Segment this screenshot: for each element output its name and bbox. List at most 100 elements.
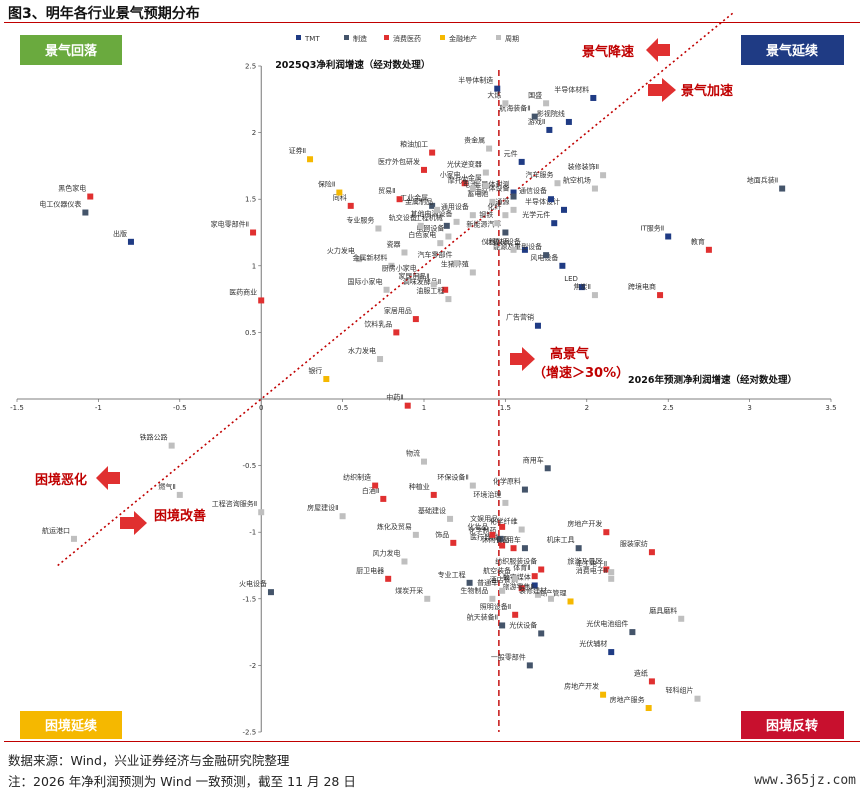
- data-point: [534, 591, 541, 598]
- annotations: 景气降速 景气加速 高景气 （增速＞30%） 困境恶化 困境改善: [35, 38, 733, 535]
- legend-label: 周期: [505, 35, 519, 43]
- data-point-label: 装修装饰Ⅱ: [568, 162, 599, 171]
- data-point-label: 物流: [406, 449, 420, 458]
- annotation-high-growth-note: （增速＞30%）: [533, 365, 629, 381]
- title-divider: [4, 22, 860, 23]
- data-point: [453, 260, 460, 267]
- data-point: [404, 402, 411, 409]
- data-point: [450, 539, 457, 546]
- data-point-label: 工程咨询服务Ⅱ: [212, 499, 257, 508]
- legend: TMT 制造 消费医药 金融地产 周期: [296, 34, 519, 43]
- quadrant-label-bottom-left: 困境延续: [45, 718, 97, 734]
- arrow-right-icon: [510, 347, 535, 371]
- data-point: [396, 196, 403, 203]
- data-point-label: 医药商业: [229, 287, 257, 296]
- data-point-label: 新能源汽车: [466, 220, 501, 229]
- data-point: [521, 486, 528, 493]
- data-point: [336, 189, 343, 196]
- data-point: [534, 322, 541, 329]
- x-tick-label: 3.5: [825, 404, 836, 412]
- data-point-label: 一般零部件: [491, 652, 526, 661]
- data-point-label: 基础建设: [418, 506, 446, 515]
- data-point-label: 油服工程: [416, 286, 444, 295]
- data-point-label: 水力发电: [348, 346, 376, 355]
- data-point: [430, 281, 437, 288]
- data-point-label: 国盛: [528, 90, 542, 99]
- data-point-label: 酒店餐饮: [490, 575, 518, 584]
- data-point: [258, 297, 265, 304]
- data-point: [176, 491, 183, 498]
- data-point-label: 光伏逆变器: [447, 160, 482, 169]
- scatter-chart: TMT 制造 消费医药 金融地产 周期 -1.5 -1 -0.5 0 0.5 1 1.5 2 2.5 3 3…: [10, 12, 844, 739]
- data-point: [445, 233, 452, 240]
- data-point: [543, 100, 550, 107]
- data-point-label: 其他电源设备: [411, 209, 453, 218]
- x-tick-label: -1.5: [10, 404, 24, 412]
- data-point-label: 纺织制造: [343, 473, 371, 482]
- data-point: [445, 296, 452, 303]
- arrow-left-icon: [646, 38, 670, 62]
- data-point-label: 光伏电池组件: [586, 619, 628, 628]
- data-point-label: 轻科组片: [666, 686, 694, 695]
- axes: -1.5 -1 -0.5 0 0.5 1 1.5 2 2.5 3 3.5 2.5 2 1.5 1 0.5 -0.…: [10, 12, 837, 737]
- data-point: [442, 286, 449, 293]
- data-point: [429, 149, 436, 156]
- data-point: [355, 256, 362, 263]
- data-point: [401, 558, 408, 565]
- watermark: www.365jz.com: [754, 773, 856, 788]
- data-point: [429, 202, 436, 209]
- data-point: [645, 705, 652, 712]
- data-point-label: 仪器仪表: [482, 237, 510, 246]
- data-point-label: 家电零部件Ⅱ: [211, 220, 249, 229]
- data-point-label: 医疗外包研发: [378, 157, 420, 166]
- data-point-label: 粮油加工: [400, 140, 428, 149]
- data-point: [412, 531, 419, 538]
- data-point: [608, 649, 615, 656]
- data-point: [512, 575, 519, 582]
- data-point-label: 光伏辅材: [579, 639, 607, 648]
- data-point: [591, 185, 598, 192]
- data-point: [250, 229, 257, 236]
- data-point-label: LED: [564, 275, 578, 283]
- data-point-label: 房地产开发: [564, 682, 599, 691]
- data-point: [489, 595, 496, 602]
- data-point: [430, 491, 437, 498]
- y-tick-label: 2.5: [245, 63, 256, 71]
- data-point-label: 能源及重型设备: [493, 242, 542, 251]
- data-point: [567, 598, 574, 605]
- data-point-label: 厨房小家电: [382, 263, 417, 272]
- legend-label: 消费医药: [393, 34, 421, 43]
- data-point: [600, 691, 607, 698]
- data-point-label: 影视院线: [537, 109, 565, 118]
- arrow-right-icon: [648, 78, 676, 102]
- data-point-label: 证券Ⅱ: [289, 146, 306, 155]
- data-point: [421, 166, 427, 173]
- data-point: [629, 629, 636, 636]
- source-note: 数据来源：Wind，兴业证券经济与金融研究院整理: [8, 753, 290, 768]
- data-point-label: 航天装备Ⅱ: [467, 612, 498, 621]
- data-point-label: 金属制品: [405, 197, 433, 206]
- data-point-label: 工程机械: [415, 213, 443, 222]
- data-point: [531, 582, 538, 589]
- data-point: [489, 198, 496, 205]
- data-point-label: 银行: [308, 366, 322, 375]
- x-tick-label: 1: [422, 404, 426, 412]
- annotation-slowing: 景气降速: [582, 44, 634, 60]
- x-axis-title: 2026年预测净利润增速（经对数处理）: [628, 374, 797, 386]
- data-point: [494, 220, 501, 227]
- legend-swatch: [440, 35, 445, 40]
- data-point-label: 瓷器: [386, 239, 400, 248]
- data-point-label: 电网设备: [416, 223, 444, 232]
- data-point-label: 航空装备: [483, 566, 511, 575]
- data-point-label: IT服务Ⅱ: [640, 223, 664, 232]
- data-point-label: 通源: [496, 197, 510, 206]
- data-point: [469, 212, 476, 219]
- data-point: [388, 262, 395, 269]
- data-point-label: 旅游零售Ⅱ: [503, 582, 534, 591]
- data-point: [510, 206, 517, 213]
- quadrant-boxes: 景气回落 景气延续 困境延续 困境反转: [20, 35, 844, 739]
- data-point: [375, 225, 382, 232]
- data-point-label: 种植业: [409, 482, 430, 491]
- quadrant-label-top-left: 景气回落: [45, 43, 98, 59]
- data-point: [559, 262, 566, 269]
